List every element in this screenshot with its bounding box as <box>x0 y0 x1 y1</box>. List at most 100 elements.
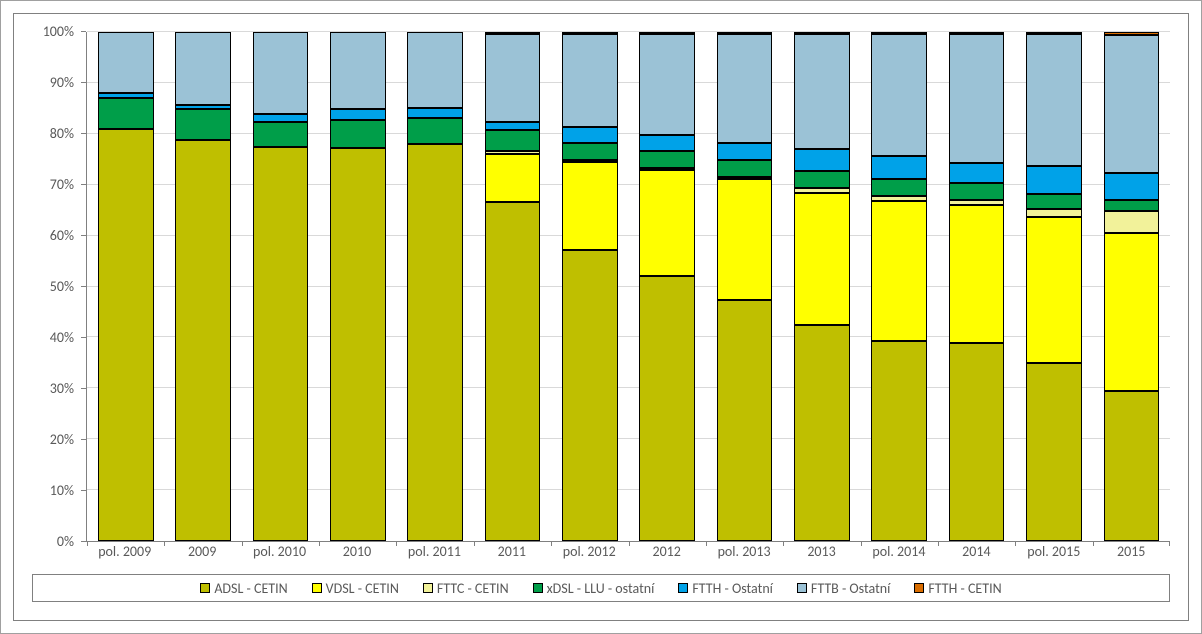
bar <box>175 32 231 541</box>
x-label: 2009 <box>163 542 240 562</box>
bar-slot <box>861 32 938 541</box>
segment-ftth_o <box>1104 173 1160 200</box>
segment-xdsl <box>330 120 386 148</box>
segment-ftth_o <box>407 108 463 118</box>
segment-fttb <box>485 34 541 122</box>
bar-slot <box>319 32 396 541</box>
bar-slot <box>164 32 241 541</box>
legend-swatch <box>423 583 433 593</box>
segment-adsl <box>485 202 541 542</box>
legend-swatch <box>797 583 807 593</box>
bar <box>1104 32 1160 541</box>
segment-ftth_o <box>717 143 773 160</box>
legend-item-ftth_c: FTTH - CETIN <box>914 580 1001 597</box>
segment-fttb <box>1026 34 1082 166</box>
segment-fttb <box>717 34 773 143</box>
segment-adsl <box>949 343 1005 541</box>
bar-slot <box>242 32 319 541</box>
x-label: pol. 2011 <box>396 542 473 562</box>
segment-fttc <box>1104 211 1160 232</box>
segment-fttb <box>175 32 231 105</box>
bar <box>485 32 541 541</box>
segment-vdsl <box>1104 233 1160 392</box>
segment-xdsl <box>485 130 541 151</box>
y-tick-label: 70% <box>32 178 74 192</box>
bar-slot <box>474 32 551 541</box>
bar <box>407 32 463 541</box>
segment-fttb <box>330 32 386 109</box>
bar-slot <box>938 32 1015 541</box>
segment-vdsl <box>794 193 850 325</box>
segment-xdsl <box>562 143 618 160</box>
segment-adsl <box>98 129 154 541</box>
x-label: pol. 2015 <box>1015 542 1092 562</box>
y-tick-label: 0% <box>32 535 74 549</box>
segment-adsl <box>330 148 386 541</box>
bar-slot <box>551 32 628 541</box>
segment-ftth_o <box>871 156 927 179</box>
legend-label: FTTH - CETIN <box>928 580 1001 597</box>
segment-ftth_o <box>253 114 309 122</box>
x-label: pol. 2012 <box>551 542 628 562</box>
x-label: pol. 2014 <box>860 542 937 562</box>
x-label: pol. 2010 <box>241 542 318 562</box>
segment-xdsl <box>175 109 231 140</box>
bar-slot <box>629 32 706 541</box>
legend-label: VDSL - CETIN <box>326 580 399 597</box>
x-label: 2013 <box>783 542 860 562</box>
legend-item-ftth_o: FTTH - Ostatní <box>678 580 773 597</box>
y-tick-label: 80% <box>32 127 74 141</box>
segment-adsl <box>175 140 231 541</box>
legend-swatch <box>533 583 543 593</box>
bar <box>639 32 695 541</box>
legend-label: ADSL - CETIN <box>214 580 287 597</box>
segment-fttb <box>98 32 154 93</box>
x-label: 2011 <box>473 542 550 562</box>
y-tick-label: 30% <box>32 382 74 396</box>
segment-adsl <box>562 250 618 541</box>
segment-adsl <box>794 325 850 541</box>
segment-vdsl <box>639 170 695 276</box>
y-tick-label: 90% <box>32 76 74 90</box>
bar <box>949 32 1005 541</box>
legend-swatch <box>200 583 210 593</box>
bar <box>330 32 386 541</box>
segment-adsl <box>717 300 773 541</box>
segment-xdsl <box>253 122 309 146</box>
segment-xdsl <box>1104 200 1160 211</box>
bar <box>253 32 309 541</box>
segment-adsl <box>871 341 927 541</box>
segment-fttb <box>1104 35 1160 173</box>
segment-adsl <box>1104 391 1160 541</box>
x-label: 2014 <box>938 542 1015 562</box>
segment-vdsl <box>562 162 618 250</box>
legend-label: FTTB - Ostatní <box>811 580 890 597</box>
bar <box>1026 32 1082 541</box>
segment-fttb <box>639 34 695 135</box>
segment-xdsl <box>639 151 695 168</box>
y-tick-label: 10% <box>32 484 74 498</box>
legend-label: FTTC - CETIN <box>437 580 509 597</box>
segment-adsl <box>1026 363 1082 541</box>
segment-fttb <box>949 34 1005 163</box>
bar <box>794 32 850 541</box>
segment-vdsl <box>485 154 541 201</box>
chart-frame: 0%10%20%30%40%50%60%70%80%90%100% pol. 2… <box>0 0 1202 634</box>
segment-ftth_o <box>949 163 1005 183</box>
bars-row <box>87 32 1170 541</box>
inner-frame: 0%10%20%30%40%50%60%70%80%90%100% pol. 2… <box>13 13 1189 621</box>
segment-ftth_o <box>330 109 386 119</box>
segment-vdsl <box>871 201 927 341</box>
segment-xdsl <box>1026 194 1082 209</box>
segment-fttb <box>871 34 927 156</box>
y-tick-label: 40% <box>32 331 74 345</box>
segment-fttb <box>253 32 309 114</box>
segment-ftth_o <box>1026 166 1082 194</box>
y-axis: 0%10%20%30%40%50%60%70%80%90%100% <box>32 32 80 542</box>
bar-slot <box>706 32 783 541</box>
segment-ftth_o <box>562 127 618 142</box>
bar <box>871 32 927 541</box>
segment-ftth_o <box>485 122 541 131</box>
segment-vdsl <box>1026 217 1082 363</box>
segment-adsl <box>253 147 309 541</box>
